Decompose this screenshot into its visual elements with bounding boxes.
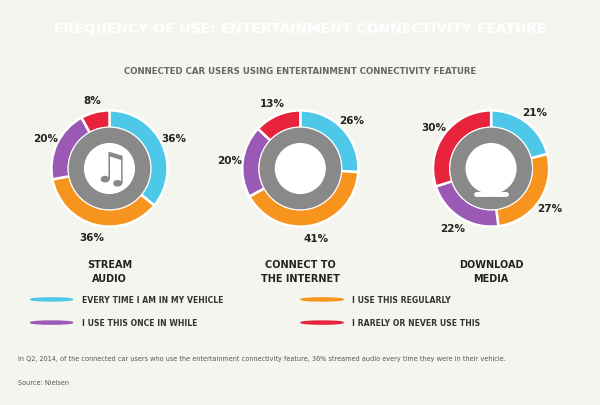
- Wedge shape: [82, 111, 109, 134]
- Wedge shape: [258, 111, 300, 141]
- Text: 22%: 22%: [440, 224, 466, 234]
- Text: FREQUENCY OF USE: ENTERTAINMENT CONNECTIVITY FEATURE: FREQUENCY OF USE: ENTERTAINMENT CONNECTI…: [54, 22, 546, 36]
- Polygon shape: [481, 179, 502, 191]
- Text: 20%: 20%: [33, 134, 58, 144]
- Circle shape: [450, 128, 532, 210]
- Text: 30%: 30%: [421, 123, 446, 132]
- Circle shape: [260, 129, 340, 209]
- Circle shape: [259, 128, 341, 210]
- Text: CONNECT TO
THE INTERNET: CONNECT TO THE INTERNET: [261, 259, 340, 283]
- Wedge shape: [52, 177, 154, 227]
- Wedge shape: [52, 118, 90, 180]
- Text: 8%: 8%: [83, 96, 101, 106]
- Text: ♫: ♫: [92, 148, 130, 190]
- Text: DOWNLOAD
MEDIA: DOWNLOAD MEDIA: [459, 259, 523, 283]
- Text: Source: Nielsen: Source: Nielsen: [18, 379, 69, 385]
- Text: 27%: 27%: [537, 204, 562, 214]
- Circle shape: [85, 144, 134, 194]
- Text: STREAM
AUDIO: STREAM AUDIO: [87, 259, 132, 283]
- Circle shape: [451, 129, 531, 209]
- Text: EVERY TIME I AM IN MY VEHICLE: EVERY TIME I AM IN MY VEHICLE: [82, 295, 223, 304]
- Wedge shape: [436, 181, 499, 227]
- Wedge shape: [242, 130, 271, 197]
- Text: 36%: 36%: [79, 232, 104, 243]
- Text: In Q2, 2014, of the connected car users who use the entertainment connectivity f: In Q2, 2014, of the connected car users …: [18, 356, 506, 361]
- Wedge shape: [250, 172, 358, 227]
- Wedge shape: [300, 111, 358, 173]
- Wedge shape: [491, 111, 547, 159]
- Text: I USE THIS ONCE IN WHILE: I USE THIS ONCE IN WHILE: [82, 318, 197, 327]
- Wedge shape: [496, 155, 549, 226]
- Circle shape: [466, 144, 516, 194]
- Wedge shape: [433, 111, 491, 187]
- Circle shape: [70, 129, 149, 209]
- Circle shape: [31, 298, 73, 301]
- Wedge shape: [109, 111, 167, 206]
- Circle shape: [31, 321, 73, 324]
- Text: 26%: 26%: [340, 116, 364, 126]
- Text: CONNECTED CAR USERS USING ENTERTAINMENT CONNECTIVITY FEATURE: CONNECTED CAR USERS USING ENTERTAINMENT …: [124, 67, 476, 76]
- Circle shape: [68, 128, 151, 210]
- Circle shape: [297, 183, 304, 190]
- Text: 13%: 13%: [260, 99, 284, 109]
- Text: I USE THIS REGULARLY: I USE THIS REGULARLY: [352, 295, 451, 304]
- Circle shape: [275, 144, 325, 194]
- Text: I RARELY OR NEVER USE THIS: I RARELY OR NEVER USE THIS: [352, 318, 481, 327]
- Text: 20%: 20%: [217, 155, 242, 165]
- Circle shape: [301, 321, 343, 324]
- Text: 36%: 36%: [161, 134, 186, 144]
- Circle shape: [301, 298, 343, 301]
- Text: 41%: 41%: [303, 233, 328, 243]
- Text: 21%: 21%: [522, 108, 547, 118]
